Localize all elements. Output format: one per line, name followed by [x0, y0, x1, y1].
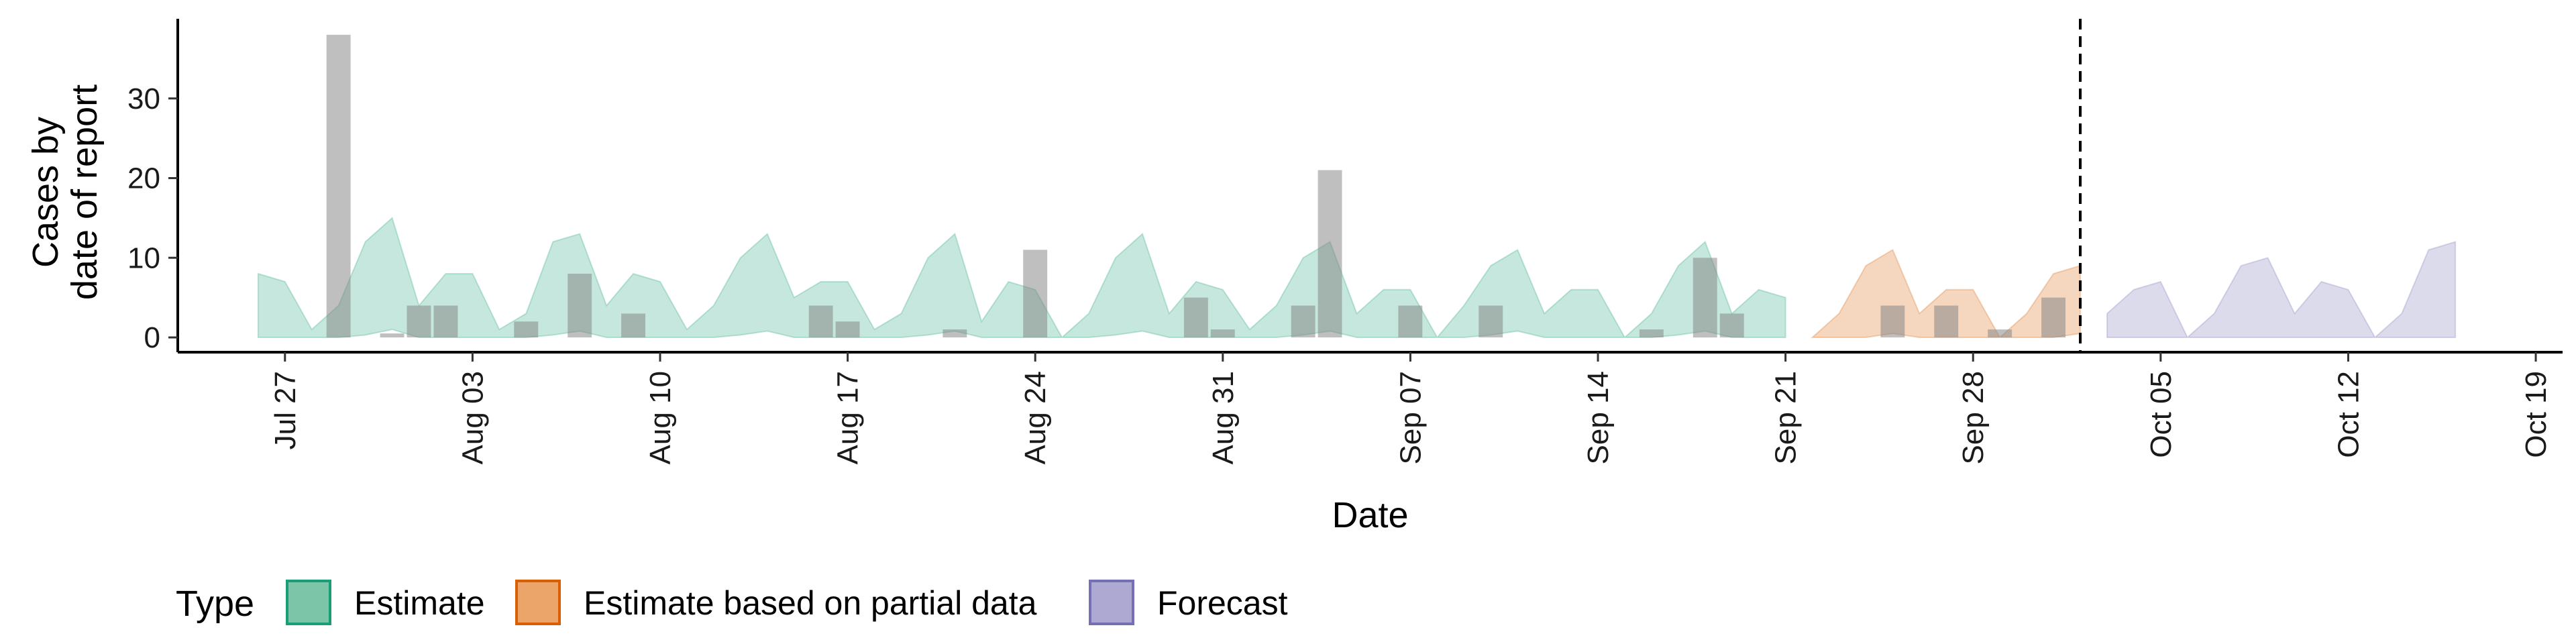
y-axis-title-line: date of report [64, 85, 105, 300]
legend-swatch [1089, 580, 1134, 625]
case-bar [1023, 250, 1048, 337]
case-bar [835, 321, 860, 338]
x-tick-label: Sep 28 [1957, 371, 1990, 464]
x-tick-label: Oct 05 [2145, 371, 2178, 458]
legend-label: Estimate based on partial data [584, 584, 1037, 622]
x-tick-label: Aug 31 [1207, 371, 1240, 464]
x-tick-label: Aug 24 [1019, 371, 1052, 464]
case-bar [808, 305, 833, 337]
case-bar [433, 305, 458, 337]
legend-swatch [286, 580, 331, 625]
case-bar [943, 329, 967, 337]
case-bar [514, 321, 539, 338]
x-tick-label: Aug 10 [644, 371, 677, 464]
axes: 0 10 20 30 Jul 27 Aug 03 Aug 10 Aug 17 Aug 24 Aug… [127, 19, 2563, 464]
y-tick-label: 10 [127, 241, 160, 274]
case-bar [568, 274, 592, 337]
x-tick-label: Aug 17 [832, 371, 865, 464]
x-tick-label: Jul 27 [269, 371, 302, 449]
reported-case-bars [326, 34, 2065, 338]
case-bar [1988, 329, 2012, 337]
case-bar [1183, 297, 1208, 337]
legend-swatch [515, 580, 561, 625]
area-estimate [257, 217, 1786, 339]
x-tick-label: Sep 14 [1582, 371, 1615, 464]
case-bar [1398, 305, 1423, 337]
case-bar [1934, 305, 1959, 337]
legend: Type Estimate Estimate based on partial d… [176, 580, 1288, 625]
x-tick-label: Sep 07 [1394, 371, 1427, 464]
y-axis-title-line: Cases by [25, 117, 66, 268]
y-tick-label: 0 [144, 321, 160, 354]
legend-label: Forecast [1157, 584, 1288, 622]
case-bar [1291, 305, 1316, 337]
case-bar [1318, 170, 1342, 337]
case-bar [407, 305, 431, 337]
case-bar [1479, 305, 1503, 337]
case-bar [380, 333, 405, 337]
y-tick-label: 30 [127, 83, 160, 115]
legend-label: Estimate [354, 584, 485, 622]
y-axis-title: Cases bydate of report [25, 85, 105, 300]
x-axis-title: Date [1332, 495, 1408, 535]
x-tick-label: Oct 19 [2520, 371, 2553, 458]
case-bar [1639, 329, 1664, 337]
case-bar [2041, 297, 2065, 337]
case-bar [1210, 329, 1235, 337]
area-forecast [2106, 241, 2457, 339]
x-tick-label: Oct 12 [2332, 371, 2365, 458]
x-tick-label: Sep 21 [1770, 371, 1803, 464]
x-tick-label: Aug 03 [456, 371, 489, 464]
case-bar [621, 313, 645, 337]
case-bar [1693, 258, 1717, 338]
case-bar [326, 34, 351, 338]
case-bar [1719, 313, 1744, 337]
legend-title: Type [176, 584, 254, 624]
y-tick-label: 20 [127, 162, 160, 195]
case-bar [1880, 305, 1905, 337]
